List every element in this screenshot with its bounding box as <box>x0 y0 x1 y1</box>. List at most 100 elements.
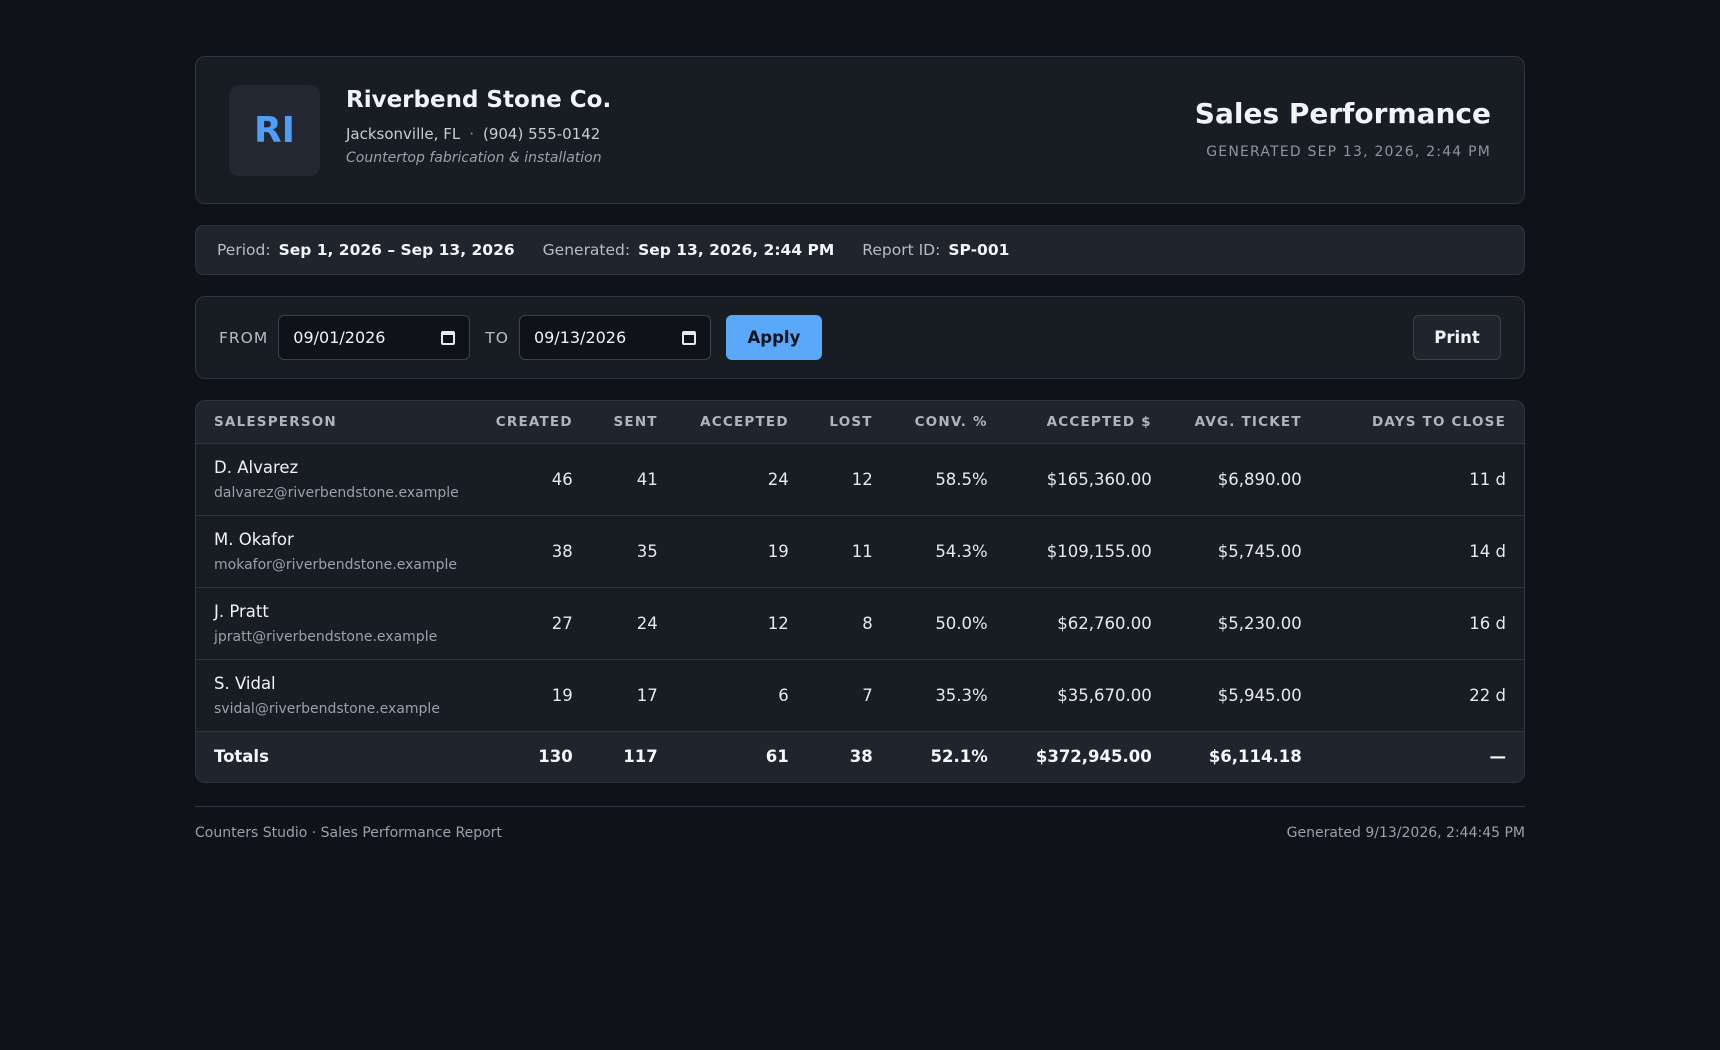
from-date-input[interactable]: 09/01/2026 <box>278 315 471 360</box>
company-contact: Jacksonville, FL · (904) 555-0142 <box>346 125 611 143</box>
sent-cell: 17 <box>590 659 676 732</box>
accepted-cell: 6 <box>675 659 807 732</box>
sent-cell: 41 <box>590 443 676 516</box>
period-value: Sep 1, 2026 – Sep 13, 2026 <box>278 241 515 259</box>
lost-cell: 12 <box>806 443 891 516</box>
salesperson-name: J. Pratt <box>214 601 269 621</box>
created-cell: 38 <box>476 515 591 588</box>
totals-label: Totals <box>196 731 477 782</box>
conversion-cell: 58.5% <box>890 443 1006 516</box>
salesperson-name: M. Okafor <box>214 529 294 549</box>
apply-button[interactable]: Apply <box>725 315 822 360</box>
report-footer: Counters Studio · Sales Performance Repo… <box>195 806 1525 841</box>
days-to-close-cell: 11 d <box>1319 443 1524 516</box>
date-filter-bar: FROM 09/01/2026 TO 09/13/2026 Apply Prin… <box>195 296 1525 379</box>
salesperson-cell: M. Okafor mokafor@riverbendstone.example <box>196 515 477 588</box>
column-header-conversion[interactable]: CONV. % <box>890 401 1006 444</box>
table-row: J. Pratt jpratt@riverbendstone.example 2… <box>196 587 1524 660</box>
accepted-amount-cell: $165,360.00 <box>1005 443 1170 516</box>
conversion-cell: 35.3% <box>890 659 1006 732</box>
meta-period: Period: Sep 1, 2026 – Sep 13, 2026 <box>217 241 515 259</box>
print-button[interactable]: Print <box>1413 315 1501 360</box>
column-header-accepted[interactable]: ACCEPTED <box>675 401 807 444</box>
calendar-icon[interactable] <box>681 330 696 345</box>
conversion-cell: 54.3% <box>890 515 1006 588</box>
created-cell: 27 <box>476 587 591 660</box>
column-header-accepted-amount[interactable]: ACCEPTED $ <box>1005 401 1170 444</box>
footer-report-name: Counters Studio · Sales Performance Repo… <box>195 825 502 841</box>
salesperson-cell: J. Pratt jpratt@riverbendstone.example <box>196 587 477 660</box>
column-header-sent[interactable]: SENT <box>590 401 676 444</box>
avg-ticket-cell: $6,890.00 <box>1169 443 1320 516</box>
sales-performance-table: SALESPERSON CREATED SENT ACCEPTED LOST C… <box>196 401 1524 782</box>
lost-cell: 7 <box>806 659 891 732</box>
company-info: Riverbend Stone Co. Jacksonville, FL · (90… <box>346 87 611 166</box>
footer-generated-timestamp: Generated 9/13/2026, 2:44:45 PM <box>1286 825 1525 841</box>
sent-cell: 35 <box>590 515 676 588</box>
salesperson-cell: D. Alvarez dalvarez@riverbendstone.examp… <box>196 443 477 516</box>
table-row: M. Okafor mokafor@riverbendstone.example… <box>196 515 1524 588</box>
salesperson-cell: S. Vidal svidal@riverbendstone.example <box>196 659 477 732</box>
totals-row: Totals 130 117 61 38 52.1% $372,945.00 $… <box>196 731 1524 782</box>
accepted-amount-cell: $109,155.00 <box>1005 515 1170 588</box>
salesperson-email: dalvarez@riverbendstone.example <box>214 484 459 501</box>
total-created: 130 <box>476 731 591 782</box>
to-date-value: 09/13/2026 <box>533 328 627 347</box>
total-days-to-close: — <box>1319 731 1524 782</box>
avg-ticket-cell: $5,945.00 <box>1169 659 1320 732</box>
salesperson-name: D. Alvarez <box>214 457 299 477</box>
avg-ticket-cell: $5,230.00 <box>1169 587 1320 660</box>
conversion-cell: 50.0% <box>890 587 1006 660</box>
company-city: Jacksonville, FL <box>346 125 461 143</box>
created-cell: 19 <box>476 659 591 732</box>
salesperson-email: jpratt@riverbendstone.example <box>214 628 438 645</box>
total-sent: 117 <box>590 731 676 782</box>
total-accepted-amount: $372,945.00 <box>1005 731 1170 782</box>
company-name: Riverbend Stone Co. <box>346 87 612 113</box>
to-date-input[interactable]: 09/13/2026 <box>518 315 711 360</box>
column-header-avg-ticket[interactable]: AVG. TICKET <box>1169 401 1320 444</box>
report-title: Sales Performance <box>1194 97 1491 130</box>
report-header: RI Riverbend Stone Co. Jacksonville, FL ·… <box>195 56 1525 204</box>
table-row: S. Vidal svidal@riverbendstone.example 1… <box>196 659 1524 732</box>
created-cell: 46 <box>476 443 591 516</box>
report-heading: Sales Performance GENERATED SEP 13, 2026… <box>1195 97 1491 160</box>
company-initials: RI <box>253 110 296 151</box>
total-accepted: 61 <box>675 731 807 782</box>
column-header-salesperson[interactable]: SALESPERSON <box>196 401 477 444</box>
period-label: Period: <box>217 241 271 259</box>
calendar-icon[interactable] <box>441 330 456 345</box>
total-avg-ticket: $6,114.18 <box>1169 731 1320 782</box>
table-header-row: SALESPERSON CREATED SENT ACCEPTED LOST C… <box>196 401 1524 444</box>
accepted-cell: 19 <box>675 515 807 588</box>
sales-table-card: SALESPERSON CREATED SENT ACCEPTED LOST C… <box>195 400 1525 783</box>
column-header-created[interactable]: CREATED <box>476 401 591 444</box>
total-conversion: 52.1% <box>890 731 1006 782</box>
report-id-label: Report ID: <box>862 241 941 259</box>
report-generated-timestamp: GENERATED SEP 13, 2026, 2:44 PM <box>1206 144 1491 160</box>
days-to-close-cell: 22 d <box>1319 659 1524 732</box>
generated-value: Sep 13, 2026, 2:44 PM <box>638 241 835 259</box>
meta-generated: Generated: Sep 13, 2026, 2:44 PM <box>543 241 835 259</box>
accepted-amount-cell: $62,760.00 <box>1005 587 1170 660</box>
accepted-cell: 12 <box>675 587 807 660</box>
contact-separator: · <box>469 125 474 143</box>
days-to-close-cell: 14 d <box>1319 515 1524 588</box>
generated-label: Generated: <box>542 241 631 259</box>
report-meta-bar: Period: Sep 1, 2026 – Sep 13, 2026 Gener… <box>195 225 1525 275</box>
salesperson-email: mokafor@riverbendstone.example <box>214 556 457 573</box>
total-lost: 38 <box>806 731 891 782</box>
to-label: TO <box>485 328 509 347</box>
meta-report-id: Report ID: SP-001 <box>862 241 1009 259</box>
days-to-close-cell: 16 d <box>1319 587 1524 660</box>
column-header-days-to-close[interactable]: DAYS TO CLOSE <box>1319 401 1524 444</box>
salesperson-email: svidal@riverbendstone.example <box>214 700 440 717</box>
report-id-value: SP-001 <box>948 241 1010 259</box>
from-date-value: 09/01/2026 <box>293 328 386 347</box>
salesperson-name: S. Vidal <box>214 673 276 693</box>
lost-cell: 8 <box>806 587 891 660</box>
accepted-cell: 24 <box>675 443 807 516</box>
column-header-lost[interactable]: LOST <box>806 401 891 444</box>
avg-ticket-cell: $5,745.00 <box>1169 515 1320 588</box>
report-page: RI Riverbend Stone Co. Jacksonville, FL ·… <box>195 56 1525 841</box>
